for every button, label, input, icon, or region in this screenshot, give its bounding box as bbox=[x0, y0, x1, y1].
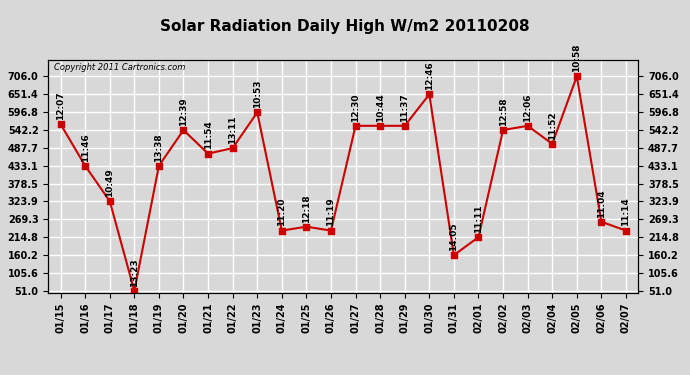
Point bbox=[129, 288, 140, 294]
Text: 12:18: 12:18 bbox=[302, 194, 311, 222]
Text: 12:07: 12:07 bbox=[56, 92, 65, 120]
Text: 11:04: 11:04 bbox=[597, 189, 606, 217]
Text: 13:23: 13:23 bbox=[130, 258, 139, 287]
Point bbox=[104, 198, 115, 204]
Text: 11:52: 11:52 bbox=[548, 111, 557, 140]
Text: 11:11: 11:11 bbox=[474, 204, 483, 233]
Text: 14:05: 14:05 bbox=[449, 222, 458, 251]
Text: 12:30: 12:30 bbox=[351, 93, 360, 122]
Text: 11:46: 11:46 bbox=[81, 133, 90, 162]
Text: 12:58: 12:58 bbox=[499, 97, 508, 126]
Text: 13:38: 13:38 bbox=[155, 133, 164, 162]
Point bbox=[178, 127, 189, 133]
Text: 11:20: 11:20 bbox=[277, 198, 286, 226]
Point bbox=[276, 228, 287, 234]
Text: 11:54: 11:54 bbox=[204, 121, 213, 150]
Text: 10:58: 10:58 bbox=[572, 44, 581, 72]
Text: 10:53: 10:53 bbox=[253, 80, 262, 108]
Point bbox=[350, 123, 361, 129]
Point bbox=[326, 228, 337, 234]
Text: 10:49: 10:49 bbox=[106, 168, 115, 197]
Text: 12:06: 12:06 bbox=[523, 93, 532, 122]
Point bbox=[546, 141, 558, 147]
Text: 11:19: 11:19 bbox=[326, 198, 335, 226]
Text: 12:39: 12:39 bbox=[179, 97, 188, 126]
Point bbox=[227, 145, 238, 151]
Text: Solar Radiation Daily High W/m2 20110208: Solar Radiation Daily High W/m2 20110208 bbox=[160, 19, 530, 34]
Text: 11:14: 11:14 bbox=[622, 198, 631, 226]
Text: 12:46: 12:46 bbox=[425, 62, 434, 90]
Text: Copyright 2011 Cartronics.com: Copyright 2011 Cartronics.com bbox=[55, 63, 186, 72]
Point bbox=[571, 74, 582, 80]
Point bbox=[79, 163, 90, 169]
Point bbox=[497, 127, 509, 133]
Point bbox=[301, 224, 312, 230]
Text: 10:44: 10:44 bbox=[375, 93, 384, 122]
Point bbox=[375, 123, 386, 129]
Point bbox=[55, 121, 66, 127]
Point bbox=[596, 219, 607, 225]
Point bbox=[252, 110, 263, 116]
Point bbox=[153, 163, 164, 169]
Text: 13:11: 13:11 bbox=[228, 115, 237, 144]
Point bbox=[203, 151, 214, 157]
Point bbox=[448, 252, 460, 258]
Point bbox=[620, 228, 631, 234]
Point bbox=[473, 234, 484, 240]
Point bbox=[522, 123, 533, 129]
Point bbox=[400, 123, 411, 129]
Point bbox=[424, 92, 435, 98]
Text: 11:37: 11:37 bbox=[400, 93, 409, 122]
